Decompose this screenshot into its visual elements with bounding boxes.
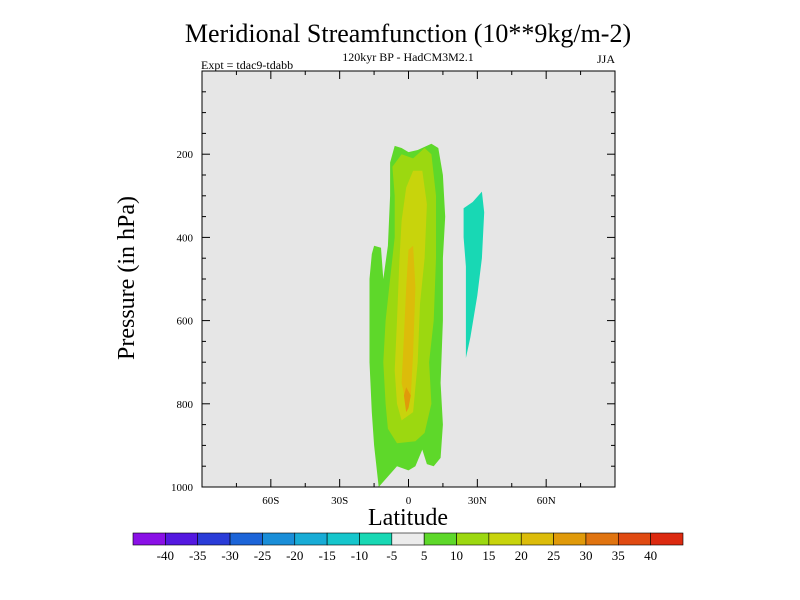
colorbar-label: 40 [644, 548, 657, 563]
season-label: JJA [597, 52, 615, 66]
chart-subtitle: 120kyr BP - HadCM3M2.1 [342, 50, 474, 64]
colorbar-swatch [520, 532, 554, 546]
colorbar-swatch [197, 532, 231, 546]
colorbar-swatch [165, 532, 199, 546]
colorbar-label: -20 [286, 548, 303, 563]
colorbar-label: -5 [386, 548, 397, 563]
experiment-label: Expt = tdac9-tdabb [201, 58, 293, 72]
colorbar-swatch [294, 532, 328, 546]
colorbar-swatch [132, 532, 166, 546]
colorbar-swatch [650, 532, 684, 546]
x-tick-label: 30S [331, 495, 348, 507]
colorbar-swatch [585, 532, 619, 546]
colorbar-label: -35 [189, 548, 206, 563]
colorbar: -40 -35 -30 -25 -20 -15 -10 -5 5 10 15 20 25 30 35 40 [132, 532, 684, 563]
contour-region-5 [403, 387, 411, 413]
y-tick-label: 1000 [171, 482, 194, 494]
colorbar-swatch [488, 532, 522, 546]
colorbar-label: -10 [351, 548, 368, 563]
colorbar-label: 25 [547, 548, 560, 563]
y-tick-label: 400 [177, 232, 194, 244]
x-tick-label: 30N [468, 495, 487, 507]
contour-region-4 [401, 245, 416, 404]
colorbar-label: -15 [318, 548, 335, 563]
colorbar-swatch [326, 532, 360, 546]
colorbar-label: 10 [450, 548, 463, 563]
colorbar-swatch [423, 532, 457, 546]
x-axis-label: Latitude [368, 505, 448, 531]
chart-title: Meridional Streamfunction (10**9kg/m-2) [185, 19, 631, 48]
colorbar-swatch [456, 532, 490, 546]
colorbar-swatch [262, 532, 296, 546]
contour-regions [369, 143, 485, 488]
colorbar-swatch [229, 532, 263, 546]
colorbar-swatch [391, 532, 425, 546]
colorbar-swatch [553, 532, 587, 546]
colorbar-label: 20 [515, 548, 528, 563]
colorbar-swatch [359, 532, 393, 546]
colorbar-label: 30 [579, 548, 592, 563]
axis-ticks: 60S 30S 0 30N 60N 200 400 600 800 1000 [171, 71, 615, 507]
colorbar-label: -30 [221, 548, 238, 563]
colorbar-label: -40 [157, 548, 174, 563]
y-tick-label: 200 [177, 149, 194, 161]
colorbar-label: 15 [482, 548, 495, 563]
x-tick-label: 0 [406, 495, 412, 507]
colorbar-label: 5 [421, 548, 428, 563]
y-tick-label: 600 [177, 316, 194, 328]
colorbar-swatch [617, 532, 651, 546]
colorbar-label: 35 [612, 548, 625, 563]
x-tick-label: 60S [262, 495, 279, 507]
colorbar-label: -25 [254, 548, 271, 563]
x-tick-label: 60N [537, 495, 556, 507]
y-tick-label: 800 [177, 399, 194, 411]
contour-region-6 [463, 191, 485, 358]
y-axis-label: Pressure (in hPa) [114, 196, 140, 360]
